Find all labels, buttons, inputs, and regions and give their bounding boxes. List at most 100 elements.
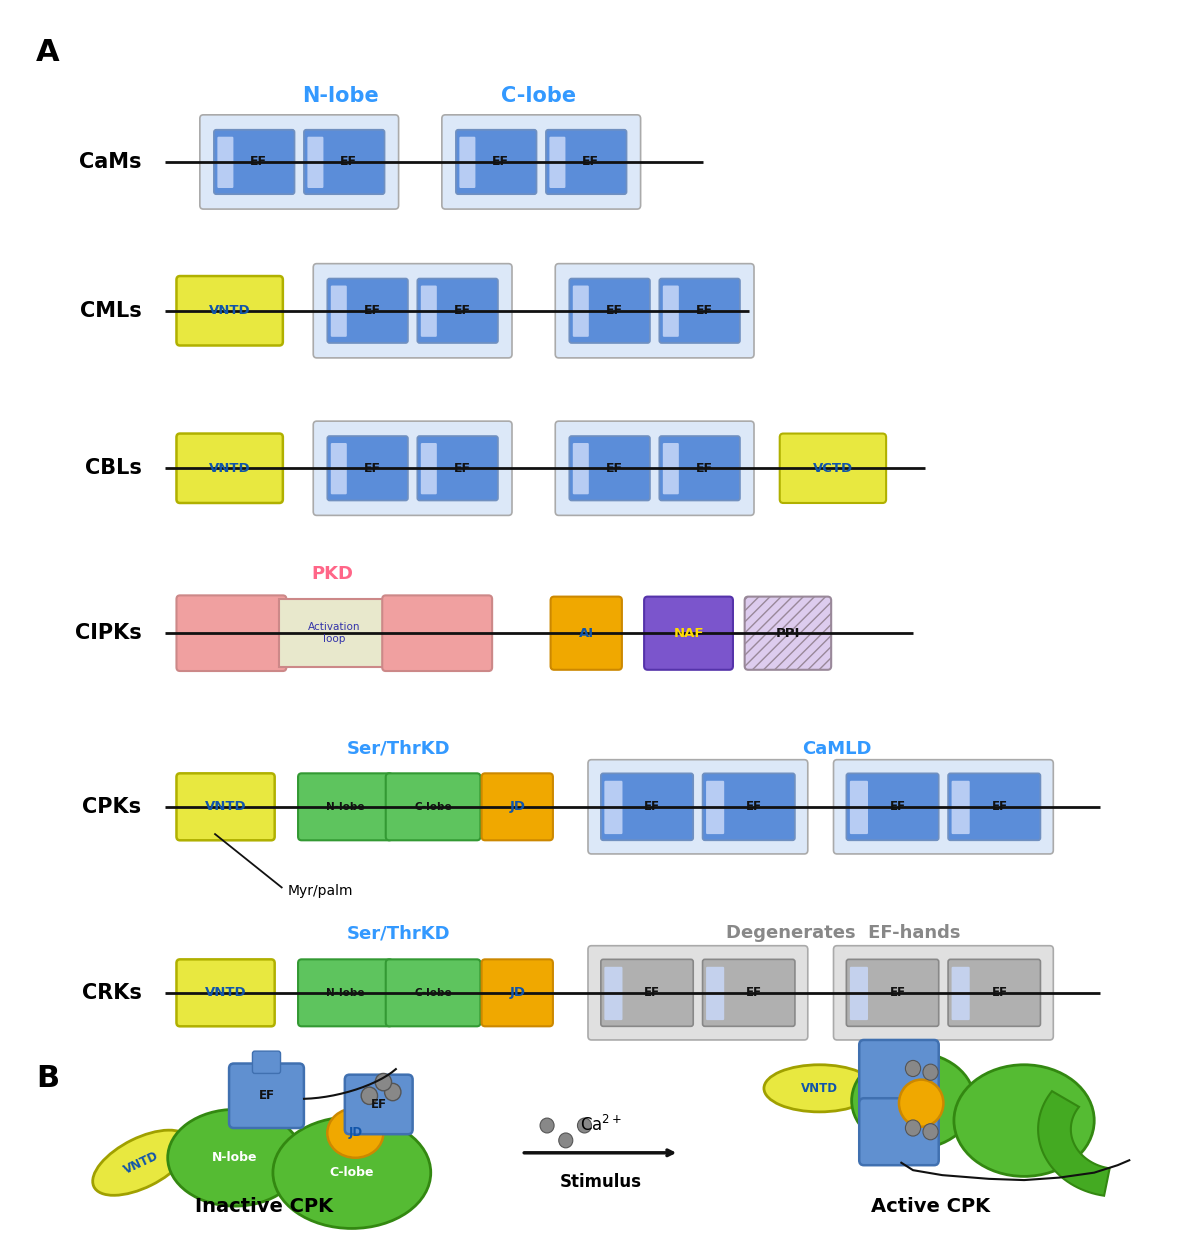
FancyBboxPatch shape (176, 276, 283, 346)
Text: CMLs: CMLs (79, 301, 142, 321)
Text: CaMLD: CaMLD (802, 740, 872, 757)
FancyBboxPatch shape (951, 781, 970, 834)
FancyBboxPatch shape (549, 137, 565, 188)
Text: CBLs: CBLs (84, 458, 142, 478)
Text: EF: EF (363, 461, 381, 475)
Text: Ser/ThrKD: Ser/ThrKD (347, 924, 451, 942)
FancyBboxPatch shape (662, 286, 679, 337)
Text: EF: EF (363, 305, 381, 317)
FancyBboxPatch shape (176, 434, 283, 503)
Text: Degenerates  EF-hands: Degenerates EF-hands (725, 924, 961, 942)
FancyBboxPatch shape (605, 967, 622, 1020)
Text: VNTD: VNTD (205, 987, 246, 999)
Text: EF: EF (991, 987, 1008, 999)
Text: CaMs: CaMs (79, 152, 142, 172)
Text: EF: EF (645, 800, 660, 814)
Text: EF: EF (370, 1099, 387, 1111)
Text: JD: JD (509, 800, 525, 814)
FancyBboxPatch shape (313, 421, 512, 515)
Ellipse shape (92, 1130, 190, 1195)
FancyBboxPatch shape (550, 597, 622, 670)
FancyBboxPatch shape (569, 436, 649, 500)
Text: N-lobe: N-lobe (327, 801, 364, 811)
Text: Myr/palm: Myr/palm (287, 884, 353, 898)
FancyBboxPatch shape (176, 959, 274, 1026)
FancyBboxPatch shape (948, 959, 1040, 1026)
FancyBboxPatch shape (706, 967, 724, 1020)
FancyBboxPatch shape (703, 959, 795, 1026)
Text: EF: EF (259, 1090, 274, 1102)
Text: AI: AI (578, 627, 594, 640)
FancyBboxPatch shape (849, 967, 868, 1020)
Circle shape (923, 1124, 938, 1140)
Text: EF: EF (696, 461, 712, 475)
Text: C-lobe: C-lobe (414, 988, 452, 998)
Text: PKD: PKD (311, 564, 353, 583)
FancyBboxPatch shape (328, 278, 408, 344)
FancyBboxPatch shape (176, 774, 274, 840)
Text: EF: EF (341, 155, 357, 168)
Text: Activation
loop: Activation loop (308, 622, 361, 645)
FancyBboxPatch shape (418, 278, 498, 344)
FancyBboxPatch shape (308, 137, 323, 188)
FancyBboxPatch shape (455, 129, 537, 194)
FancyBboxPatch shape (834, 760, 1053, 854)
Text: EF: EF (890, 987, 906, 999)
FancyBboxPatch shape (214, 129, 295, 194)
Text: CRKs: CRKs (82, 983, 142, 1003)
FancyBboxPatch shape (588, 946, 808, 1040)
FancyBboxPatch shape (386, 959, 480, 1026)
FancyBboxPatch shape (601, 959, 693, 1026)
FancyBboxPatch shape (313, 263, 512, 357)
FancyBboxPatch shape (601, 774, 693, 840)
FancyBboxPatch shape (200, 115, 399, 209)
Text: EF: EF (454, 461, 471, 475)
FancyBboxPatch shape (834, 946, 1053, 1040)
Text: VNTD: VNTD (205, 800, 246, 814)
Text: VNTD: VNTD (122, 1149, 161, 1176)
Text: EF: EF (606, 461, 622, 475)
Text: EF: EF (696, 305, 712, 317)
FancyBboxPatch shape (298, 959, 393, 1026)
FancyBboxPatch shape (386, 774, 480, 840)
FancyBboxPatch shape (304, 129, 384, 194)
Circle shape (384, 1083, 401, 1101)
FancyBboxPatch shape (459, 137, 476, 188)
Text: EF: EF (991, 800, 1008, 814)
Ellipse shape (328, 1109, 383, 1157)
FancyBboxPatch shape (948, 774, 1040, 840)
FancyBboxPatch shape (481, 774, 552, 840)
Text: EF: EF (582, 155, 600, 168)
Text: Active CPK: Active CPK (871, 1198, 990, 1216)
FancyBboxPatch shape (569, 278, 649, 344)
Text: Ca$^{2+}$: Ca$^{2+}$ (580, 1115, 622, 1135)
FancyBboxPatch shape (442, 115, 641, 209)
Circle shape (361, 1087, 377, 1105)
FancyBboxPatch shape (176, 596, 286, 671)
Text: EF: EF (746, 987, 762, 999)
Text: Inactive CPK: Inactive CPK (195, 1198, 334, 1216)
Text: C-lobe: C-lobe (414, 801, 452, 811)
FancyBboxPatch shape (951, 967, 970, 1020)
Text: C-lobe: C-lobe (502, 87, 576, 107)
Text: N-lobe: N-lobe (327, 988, 364, 998)
FancyBboxPatch shape (573, 443, 589, 494)
Ellipse shape (953, 1065, 1094, 1176)
FancyBboxPatch shape (252, 1051, 280, 1073)
Text: VNTD: VNTD (209, 461, 251, 475)
Text: EF: EF (890, 800, 906, 814)
FancyBboxPatch shape (421, 443, 437, 494)
Circle shape (923, 1065, 938, 1080)
Ellipse shape (168, 1110, 302, 1206)
Polygon shape (1039, 1091, 1110, 1196)
FancyBboxPatch shape (279, 599, 389, 667)
FancyBboxPatch shape (703, 774, 795, 840)
Text: VNTD: VNTD (801, 1082, 838, 1095)
FancyBboxPatch shape (659, 436, 741, 500)
Text: C-lobe: C-lobe (330, 1166, 374, 1179)
Circle shape (541, 1119, 554, 1132)
FancyBboxPatch shape (744, 597, 832, 670)
FancyBboxPatch shape (344, 1075, 413, 1134)
Text: EF: EF (454, 305, 471, 317)
Text: VNTD: VNTD (209, 305, 251, 317)
